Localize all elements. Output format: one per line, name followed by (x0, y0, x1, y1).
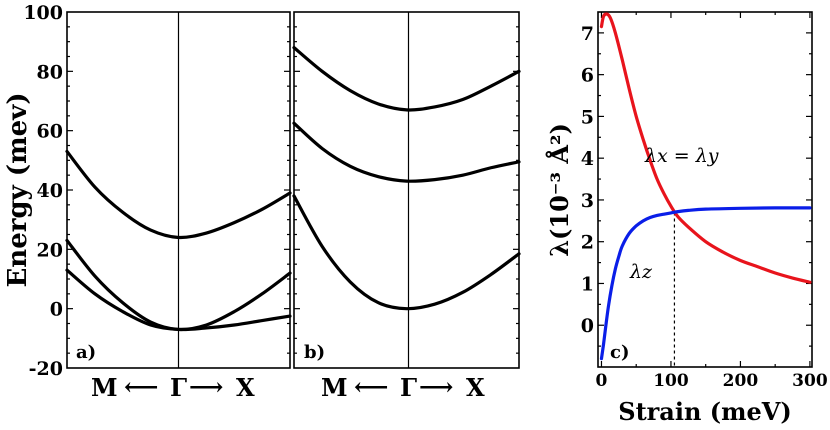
panel-c-ytick-label: 1 (581, 273, 594, 295)
panel-a-ytick-label: 20 (37, 239, 63, 261)
panel-a-x-left: M (91, 373, 118, 402)
panel-a-ylabel: Energy (mev) (3, 92, 33, 287)
panel-a-band-3 (65, 268, 292, 332)
panel-c-legend-lambda-xy: λx = λy (644, 145, 719, 167)
panel-b-x-arrow-right: ⟶ (419, 372, 453, 401)
panel-a-ytick-label: 80 (37, 61, 63, 83)
panel-a-y-ticks: -20 0 20 40 60 80 100 (23, 2, 290, 380)
panel-c-xtick-label: 200 (723, 371, 759, 391)
panel-a-x-right: X (236, 373, 255, 402)
panel-c-ytick-label: 3 (581, 190, 594, 212)
panel-c-ytick-label: 6 (581, 65, 594, 87)
panel-a-x-axis: M ⟵ Γ ⟶ X (91, 372, 255, 402)
panel-c-series-lambda-xy (599, 12, 812, 284)
panel-b-x-left: M (321, 373, 348, 402)
panel-b-x-arrow-left: ⟵ (354, 372, 388, 401)
panel-a-ytick-label: 40 (37, 180, 63, 202)
panel-c-xlabel: Strain (meV) (618, 397, 792, 426)
panel-b-frame (293, 11, 520, 369)
panel-b-x-axis: M ⟵ Γ ⟶ X (321, 372, 485, 402)
panel-b-band-1 (292, 46, 521, 112)
panel-c-ylabel: λ(10⁻³ Å²) (545, 123, 574, 257)
panel-c-ytick-label: 4 (581, 148, 594, 170)
panel-b-x-right: X (466, 373, 485, 402)
panel-c-lambda-vs-strain: 0 100 200 300 0 1 2 3 4 5 6 7 c) Strain (meV) λ(10… (545, 11, 828, 426)
panel-c-xtick-label: 0 (596, 371, 608, 391)
panel-b-curves (292, 46, 521, 311)
panel-a-x-center: Γ (170, 373, 187, 402)
panel-a-ytick-label: 0 (50, 299, 63, 321)
panel-c-frame (597, 11, 813, 368)
panel-a-x-arrow-right: ⟶ (189, 372, 223, 401)
panel-b-label: b) (304, 342, 325, 363)
panel-a-ytick-label: 60 (37, 121, 63, 143)
panel-b-band-2 (292, 121, 521, 183)
panel-a-band-1 (65, 149, 292, 240)
panel-b-energy-bands: b) M ⟵ Γ ⟶ X (292, 11, 521, 402)
panel-b-x-center: Γ (400, 373, 417, 402)
panel-a-ytick-label: 100 (23, 2, 63, 24)
panel-c-xtick-label: 100 (653, 371, 689, 391)
panel-c-x-ticks: 0 100 200 300 (596, 12, 828, 391)
panel-a-ytick-label: -20 (29, 358, 63, 380)
panel-c-y-ticks: 0 1 2 3 4 5 6 7 (581, 23, 812, 347)
panel-b-band-3 (292, 194, 521, 311)
panel-c-legend-lambda-z: λz (629, 261, 653, 283)
panel-c-ytick-label: 2 (581, 232, 594, 254)
panel-a-label: a) (76, 342, 96, 363)
panel-a-x-arrow-left: ⟵ (124, 372, 158, 401)
panel-c-ytick-label: 0 (581, 315, 594, 337)
panel-c-curves (599, 12, 812, 361)
panel-c-ytick-label: 5 (581, 106, 594, 128)
panel-a-energy-bands: -20 0 20 40 60 80 100 a) Energy (mev) M ⟵ Γ ⟶ … (3, 2, 292, 402)
panel-c-xtick-label: 300 (792, 371, 828, 391)
panel-c-series-lambda-z (599, 206, 812, 361)
panel-c-label: c) (610, 342, 629, 363)
panel-c-ytick-label: 7 (581, 23, 594, 45)
panel-a-curves (65, 149, 292, 332)
